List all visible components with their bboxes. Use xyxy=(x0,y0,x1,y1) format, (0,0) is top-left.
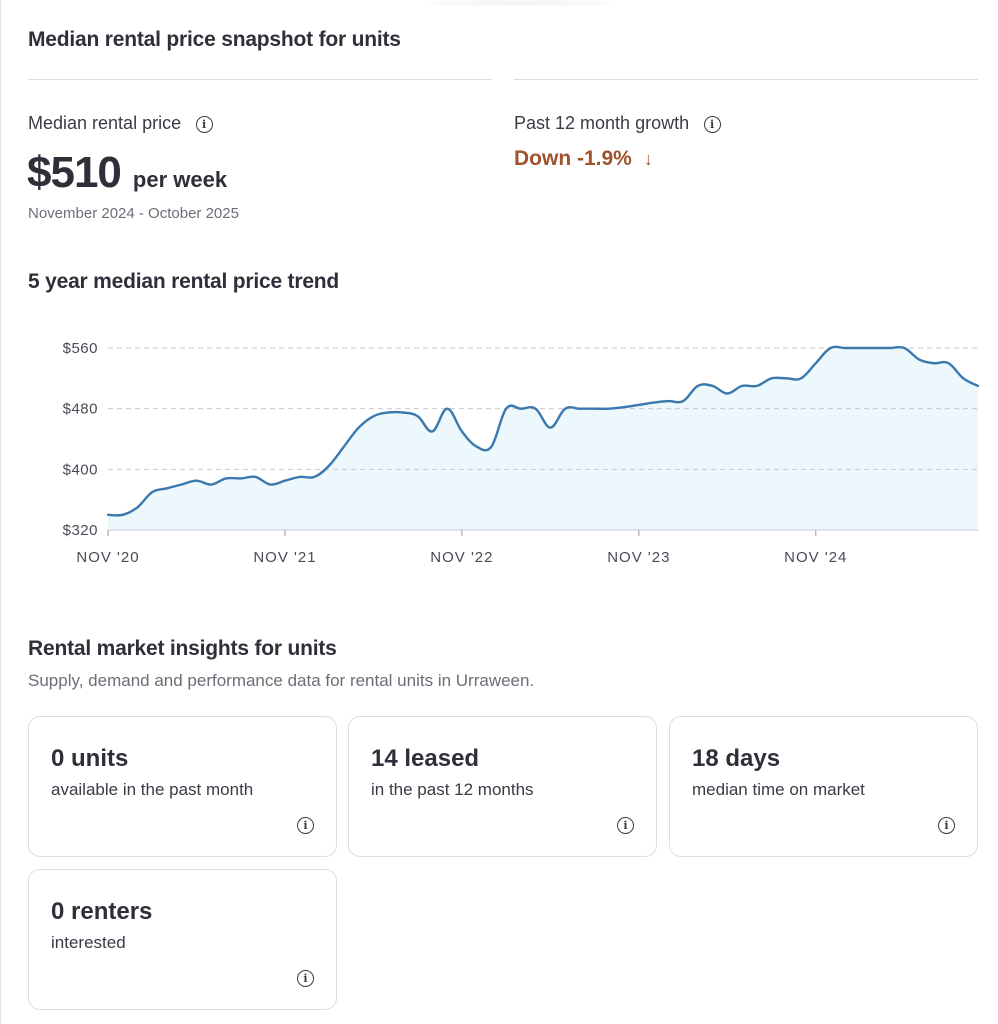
info-icon[interactable]: i xyxy=(297,817,314,834)
insight-card-units: 0 units available in the past month i xyxy=(28,716,337,857)
insight-card-value: 14 leased xyxy=(371,745,480,772)
growth-value-row: Down -1.9% ↓ xyxy=(514,147,653,171)
x-tick-label: NOV '20 xyxy=(76,549,139,566)
insight-card-caption: median time on market xyxy=(692,780,865,799)
insight-card-renters: 0 renters interested i xyxy=(28,869,337,1010)
top-shadow xyxy=(430,0,610,6)
growth-label: Past 12 month growth xyxy=(514,113,690,133)
median-price-label-row: Median rental price i xyxy=(28,113,213,134)
insight-card-days: 18 days median time on market i xyxy=(669,716,978,857)
insights-description: Supply, demand and performance data for … xyxy=(28,671,535,690)
insight-card-value: 0 units xyxy=(51,745,129,772)
info-icon[interactable]: i xyxy=(617,817,634,834)
x-tick-label: NOV '22 xyxy=(430,549,493,566)
insight-card-value: 0 renters xyxy=(51,898,153,925)
info-icon[interactable]: i xyxy=(195,116,213,134)
y-tick-label: $320 xyxy=(63,522,98,539)
insight-card-caption: available in the past month xyxy=(51,780,254,799)
divider-left xyxy=(28,79,492,80)
x-tick-label: NOV '23 xyxy=(607,549,670,566)
median-price-period: November 2024 - October 2025 xyxy=(28,205,239,222)
info-icon[interactable]: i xyxy=(297,970,314,987)
median-price-label: Median rental price xyxy=(28,113,182,133)
median-price-row: $510 per week xyxy=(27,148,227,198)
y-tick-label: $560 xyxy=(63,340,98,357)
arrow-down-icon: ↓ xyxy=(643,149,653,169)
page-left-border xyxy=(0,0,1,1024)
insight-card-caption: in the past 12 months xyxy=(371,780,534,799)
chart-area-fill xyxy=(108,346,978,530)
insights-title: Rental market insights for units xyxy=(28,637,337,660)
x-tick-label: NOV '24 xyxy=(784,549,847,566)
divider-right xyxy=(514,79,978,80)
y-tick-label: $480 xyxy=(63,401,98,418)
info-icon[interactable]: i xyxy=(703,116,721,134)
growth-label-row: Past 12 month growth i xyxy=(514,113,721,134)
insight-card-caption: interested xyxy=(51,933,126,952)
median-price-value: $510 xyxy=(27,148,122,197)
insight-card-leased: 14 leased in the past 12 months i xyxy=(348,716,657,857)
y-tick-label: $400 xyxy=(63,461,98,478)
snapshot-title: Median rental price snapshot for units xyxy=(28,28,401,51)
growth-value: Down -1.9% xyxy=(514,147,632,170)
chart-series-line xyxy=(106,345,980,517)
trend-title: 5 year median rental price trend xyxy=(28,270,340,293)
insight-card-value: 18 days xyxy=(692,745,781,772)
median-price-unit: per week xyxy=(132,167,228,192)
info-icon[interactable]: i xyxy=(938,817,955,834)
trend-chart: $560 $480 $400 $320 NOV '20 NOV '21 NOV '22 NOV… xyxy=(63,340,980,566)
x-tick-label: NOV '21 xyxy=(253,549,316,566)
